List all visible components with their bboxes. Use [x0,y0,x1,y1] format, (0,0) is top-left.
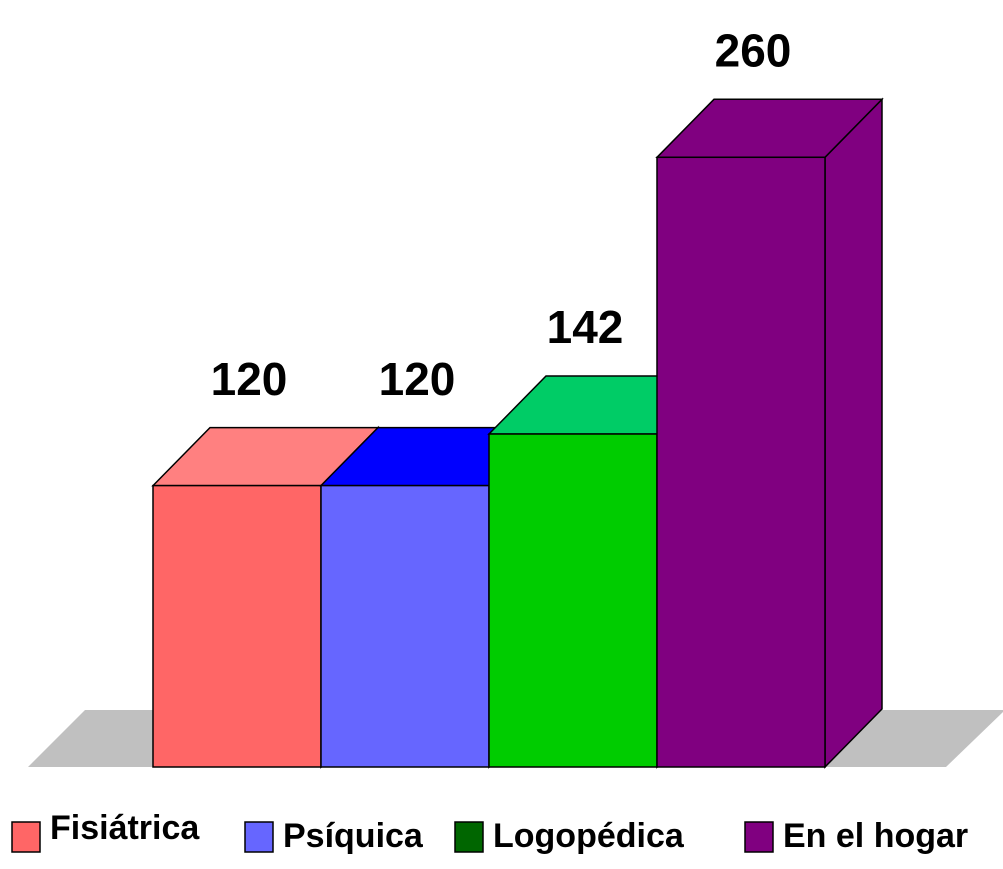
legend-label: En el hogar [783,817,968,855]
legend-swatch [454,821,484,853]
legend-label: Logopédica [493,817,685,855]
bar [488,433,658,768]
value-label: 260 [715,24,792,76]
legend-swatch [11,821,41,853]
legend-label: Fisiátrica [50,809,200,847]
bar [152,484,322,768]
value-label: 142 [547,301,624,353]
bar [656,156,826,768]
legend-label: Psíquica [283,817,424,855]
bar [320,484,490,768]
legend-swatch [244,821,274,853]
value-label: 120 [211,353,288,405]
legend-swatch [744,821,774,853]
value-label: 120 [379,353,456,405]
bar-side [824,97,883,769]
